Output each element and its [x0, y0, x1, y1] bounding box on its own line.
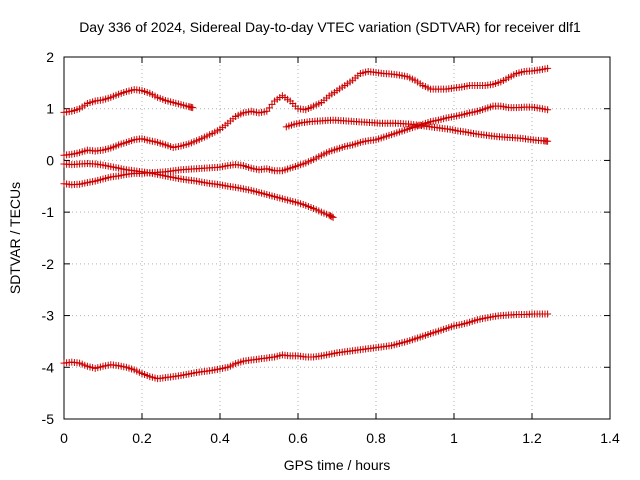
- y-tick-label: -2: [42, 256, 55, 272]
- axis-ticks: 0 0.2 0.4 0.6 0.8 1 1.2 1.4 -5 -4 -3 -2 -1 0 1 2: [42, 49, 620, 446]
- series-satellite-c: [60, 160, 337, 221]
- plot-frame: [63, 56, 611, 420]
- series-satellite-a: [60, 86, 197, 116]
- series-satellite-b: [60, 64, 552, 159]
- y-tick-label: -5: [42, 411, 55, 427]
- data-point: [329, 213, 337, 221]
- y-tick-label: -1: [42, 204, 55, 220]
- x-tick-label: 0.8: [366, 430, 386, 446]
- x-axis-label: GPS time / hours: [284, 457, 391, 473]
- y-axis-label: SDTVAR / TECUs: [7, 182, 23, 294]
- x-tick-label: 1: [450, 430, 458, 446]
- data-point: [189, 104, 197, 112]
- y-tick-label: -3: [42, 308, 55, 324]
- data-point: [328, 213, 336, 221]
- y-tick-label: 0: [46, 152, 54, 168]
- x-tick-label: 1.4: [600, 430, 620, 446]
- series-satellite-f: [60, 310, 552, 383]
- x-tick-label: 0: [60, 430, 68, 446]
- y-tick-label: 1: [46, 101, 54, 117]
- x-tick-label: 0.6: [288, 430, 308, 446]
- data-point: [544, 310, 552, 318]
- y-tick-label: -4: [42, 359, 55, 375]
- data-point: [544, 106, 552, 114]
- data-series: [60, 64, 552, 383]
- x-tick-label: 0.4: [210, 430, 230, 446]
- x-tick-label: 0.2: [132, 430, 152, 446]
- y-tick-label: 2: [46, 49, 54, 65]
- series-satellite-d: [60, 102, 552, 189]
- chart-title: Day 336 of 2024, Sidereal Day-to-day VTE…: [79, 19, 581, 35]
- series-satellite-e: [282, 116, 552, 145]
- data-point: [544, 137, 552, 145]
- data-point: [544, 64, 552, 72]
- grid-lines: [64, 57, 610, 419]
- x-tick-label: 1.2: [522, 430, 542, 446]
